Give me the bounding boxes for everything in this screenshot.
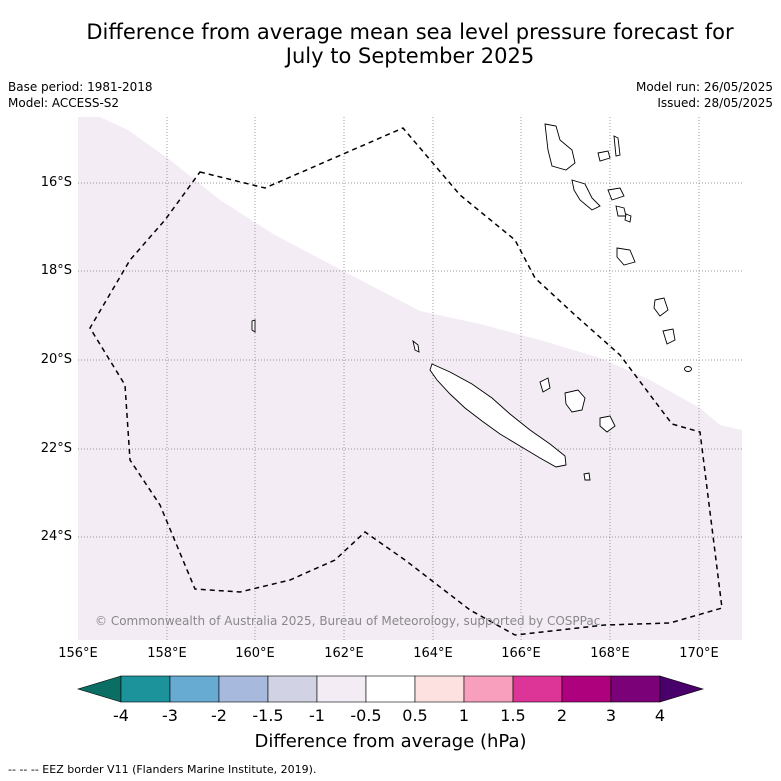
colorbar-tick: 2 xyxy=(556,706,568,725)
colorbar-segment xyxy=(561,675,612,703)
meta-right: Model run: 26/05/2025 Issued: 28/05/2025 xyxy=(636,79,773,111)
colorbar-segment xyxy=(414,675,465,703)
colorbar-segment xyxy=(218,675,269,703)
vanuatu-small-isle-2 xyxy=(624,213,632,223)
vanuatu-espiritu-santo xyxy=(544,123,576,171)
lat-label: 24°S xyxy=(40,529,72,544)
issued-text: Issued: 28/05/2025 xyxy=(657,96,773,110)
colorbar-tick: 4 xyxy=(654,706,666,725)
loyalty-island-mare xyxy=(599,415,616,433)
colorbar-segment xyxy=(169,675,220,703)
colorbar-tick: -2 xyxy=(211,706,227,725)
lon-label: 156°E xyxy=(58,646,98,661)
colorbar-extend-high xyxy=(659,675,705,703)
colorbar-tick: 0.5 xyxy=(402,706,428,725)
model-text: Model: ACCESS-S2 xyxy=(8,96,120,110)
colorbar-segment xyxy=(365,675,416,703)
meta-left: Base period: 1981-2018 Model: ACCESS-S2 xyxy=(8,79,153,111)
new-caledonia-island xyxy=(429,363,567,468)
vanuatu-pentecost xyxy=(597,150,611,162)
vanuatu-maewo xyxy=(613,135,621,157)
lat-label: 22°S xyxy=(40,441,72,456)
colorbar-tick: 1 xyxy=(458,706,470,725)
vanuatu-aneityum xyxy=(662,328,676,345)
eez-border xyxy=(89,127,723,636)
colorbar-extend-low xyxy=(76,675,122,703)
vanuatu-malakula xyxy=(571,179,601,211)
colorbar-tick: -3 xyxy=(162,706,178,725)
matthew-island xyxy=(684,366,692,372)
lon-label: 164°E xyxy=(413,646,453,661)
lon-label: 160°E xyxy=(235,646,275,661)
colorbar-tick: 3 xyxy=(605,706,617,725)
lat-label: 20°S xyxy=(40,352,72,367)
colorbar-segment xyxy=(120,675,171,703)
lon-label: 168°E xyxy=(590,646,630,661)
lat-label: 18°S xyxy=(40,263,72,278)
lon-label: 158°E xyxy=(147,646,187,661)
colorbar-segment xyxy=(267,675,318,703)
vanuatu-erromango xyxy=(616,247,636,266)
chart-title-line2: July to September 2025 xyxy=(285,44,535,68)
eez-footnote: -- -- -- EEZ border V11 (Flanders Marine… xyxy=(8,763,317,776)
isle-of-pines xyxy=(583,472,591,481)
colorbar-tick: -4 xyxy=(113,706,129,725)
chart-title-line1: Difference from average mean sea level p… xyxy=(86,20,734,44)
colorbar-title: Difference from average (hPa) xyxy=(254,731,527,752)
vanuatu-tanna xyxy=(653,297,669,317)
colorbar-tick: -1.5 xyxy=(252,706,284,725)
lat-label: 16°S xyxy=(40,175,72,190)
gridlines xyxy=(78,117,742,640)
loyalty-island-lifou xyxy=(564,389,586,413)
copyright-text: © Commonwealth of Australia 2025, Bureau… xyxy=(95,614,601,628)
colorbar-tick: -1 xyxy=(309,706,325,725)
colorbar-segment xyxy=(463,675,514,703)
colorbar xyxy=(76,675,705,703)
lon-label: 166°E xyxy=(501,646,541,661)
colorbar-tick: 1.5 xyxy=(500,706,526,725)
vanuatu-small-isle-1 xyxy=(615,205,627,217)
colorbar-tick: -0.5 xyxy=(350,706,382,725)
belep-islands xyxy=(412,339,420,353)
colorbar-segment xyxy=(512,675,563,703)
model-run-text: Model run: 26/05/2025 xyxy=(635,80,773,94)
colorbar-segment xyxy=(610,675,661,703)
vanuatu-efate xyxy=(607,187,625,201)
loyalty-island-ouvea xyxy=(539,377,551,393)
chesterfield-island xyxy=(251,319,256,333)
colorbar-segment xyxy=(316,675,367,703)
lon-label: 162°E xyxy=(324,646,364,661)
lon-label: 170°E xyxy=(679,646,719,661)
pressure-anomaly-shading xyxy=(78,117,742,640)
islands xyxy=(251,123,692,481)
base-period-text: Base period: 1981-2018 xyxy=(8,80,153,94)
